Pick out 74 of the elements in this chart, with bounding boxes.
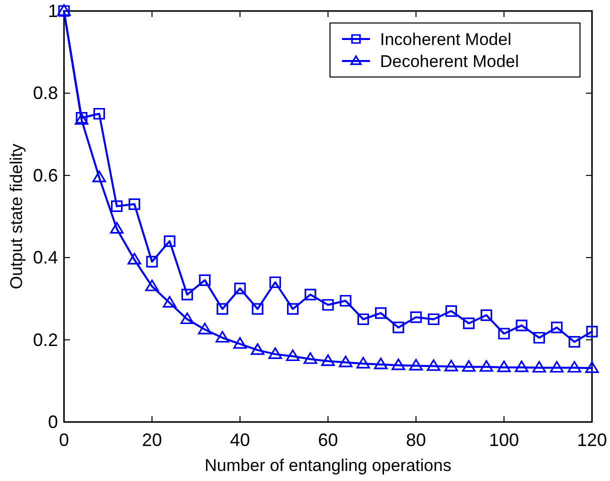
point bbox=[304, 288, 316, 300]
point bbox=[357, 313, 369, 326]
point bbox=[146, 256, 158, 268]
point bbox=[533, 332, 545, 344]
point bbox=[532, 360, 546, 373]
point bbox=[286, 349, 300, 362]
point bbox=[162, 296, 176, 308]
x-tick-label: 100 bbox=[488, 430, 520, 450]
y-tick-label: 0.6 bbox=[32, 165, 58, 186]
point bbox=[480, 309, 492, 321]
point bbox=[568, 360, 582, 373]
point bbox=[111, 200, 123, 212]
point bbox=[93, 108, 105, 120]
point bbox=[375, 307, 387, 319]
point bbox=[463, 318, 475, 330]
x-axis-title: Number of entangling operations bbox=[204, 456, 452, 475]
point bbox=[374, 358, 388, 370]
point bbox=[498, 328, 510, 340]
legend-label: Incoherent Model bbox=[380, 30, 512, 49]
point bbox=[340, 294, 352, 307]
x-tick-label: 120 bbox=[576, 430, 608, 450]
point bbox=[164, 235, 176, 247]
point bbox=[110, 222, 124, 234]
point bbox=[586, 326, 598, 338]
point bbox=[198, 322, 212, 334]
point bbox=[181, 288, 193, 300]
point bbox=[516, 320, 528, 332]
point bbox=[268, 347, 282, 359]
point bbox=[250, 343, 264, 355]
point bbox=[287, 303, 299, 315]
y-tick-label: 0.2 bbox=[32, 330, 58, 350]
y-tick-label: 0.8 bbox=[32, 83, 58, 104]
point bbox=[234, 282, 246, 294]
point bbox=[410, 311, 422, 323]
y-tick-label: 0.4 bbox=[32, 248, 58, 268]
y-tick-label: 0 bbox=[48, 412, 58, 432]
point bbox=[216, 303, 228, 315]
point bbox=[551, 322, 563, 334]
point bbox=[568, 336, 580, 348]
point bbox=[409, 358, 423, 370]
point bbox=[480, 360, 494, 372]
point bbox=[426, 359, 440, 371]
point bbox=[338, 356, 352, 368]
point bbox=[233, 337, 247, 349]
y-axis-title: Output state fidelity bbox=[7, 143, 26, 290]
point bbox=[444, 360, 458, 372]
point bbox=[428, 313, 440, 326]
point bbox=[462, 360, 476, 372]
point bbox=[321, 354, 335, 366]
x-tick-label: 80 bbox=[406, 430, 426, 450]
y-tick-label: 1 bbox=[48, 1, 58, 21]
legend-label: Decoherent Model bbox=[380, 52, 519, 71]
point bbox=[497, 360, 511, 372]
point bbox=[199, 274, 211, 286]
point bbox=[128, 198, 140, 210]
point bbox=[585, 361, 599, 373]
point bbox=[216, 330, 230, 343]
point bbox=[252, 303, 264, 315]
x-tick-label: 20 bbox=[142, 430, 162, 450]
x-tick-label: 60 bbox=[318, 430, 338, 450]
point bbox=[269, 276, 281, 288]
point bbox=[145, 280, 159, 292]
point bbox=[550, 360, 564, 373]
point bbox=[392, 358, 406, 370]
point bbox=[92, 170, 106, 182]
point bbox=[392, 322, 404, 334]
point bbox=[180, 312, 194, 324]
point bbox=[322, 299, 334, 311]
point bbox=[128, 252, 142, 264]
point bbox=[514, 360, 528, 372]
point bbox=[445, 305, 457, 317]
point bbox=[356, 356, 370, 368]
x-tick-label: 40 bbox=[230, 430, 250, 450]
point bbox=[304, 352, 318, 364]
